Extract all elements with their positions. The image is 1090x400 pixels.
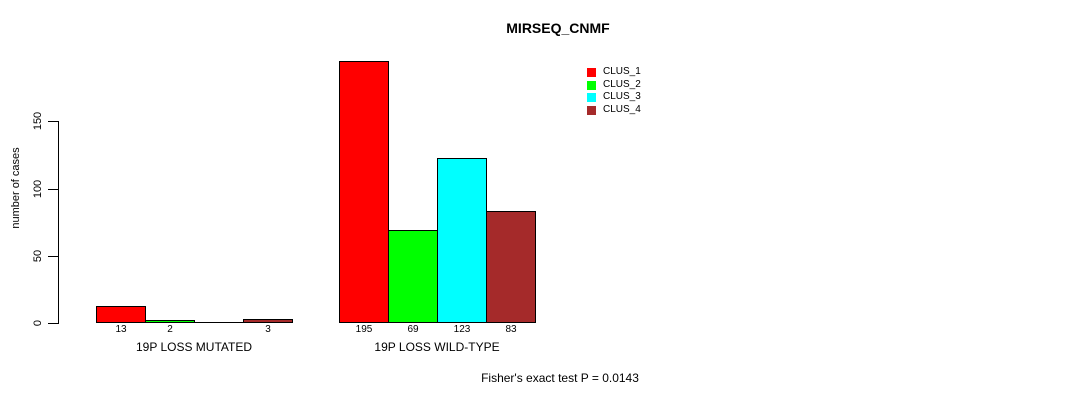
x-group-label-wild-type: 19P LOSS WILD-TYPE — [374, 340, 500, 354]
y-axis-tick-label: 50 — [32, 249, 44, 263]
legend-label: CLUS_3 — [603, 91, 641, 102]
legend-swatch-clus_3 — [587, 92, 596, 102]
bar-clus_4 — [486, 211, 536, 323]
legend-swatch-clus_4 — [587, 105, 596, 115]
bar-value-label: 195 — [355, 324, 373, 335]
bar-value-label: 83 — [505, 324, 517, 335]
y-axis-tick — [48, 256, 58, 257]
y-axis-tick — [48, 121, 58, 122]
legend-label: CLUS_1 — [603, 66, 641, 77]
y-axis-line — [58, 121, 59, 324]
legend-label: CLUS_2 — [603, 79, 641, 90]
bar-value-label: 3 — [265, 324, 271, 335]
bar-clus_1 — [96, 306, 146, 323]
bar-value-label: 123 — [453, 324, 471, 335]
legend-item-clus_4: CLUS_4 — [587, 104, 641, 116]
y-axis-tick — [48, 189, 58, 190]
chart-footer-note: Fisher's exact test P = 0.0143 — [481, 371, 639, 385]
legend-swatch-clus_1 — [587, 67, 596, 77]
legend-item-clus_1: CLUS_1 — [587, 66, 641, 78]
y-axis-tick-label: 150 — [32, 111, 44, 131]
bar-clus_2 — [145, 320, 195, 323]
bar-clus_3 — [194, 322, 244, 323]
bar-value-label: 2 — [167, 324, 173, 335]
bar-clus_1 — [339, 61, 389, 323]
legend-item-clus_3: CLUS_3 — [587, 91, 641, 103]
y-axis-tick-label: 100 — [32, 179, 44, 199]
y-axis-tick-label: 0 — [32, 319, 44, 327]
legend-swatch-clus_2 — [587, 80, 596, 90]
y-axis-tick — [48, 323, 58, 324]
chart-title: MIRSEQ_CNMF — [506, 20, 610, 36]
bar-value-label: 13 — [115, 324, 127, 335]
bar-clus_2 — [388, 230, 438, 323]
legend-label: CLUS_4 — [603, 104, 641, 115]
legend-item-clus_2: CLUS_2 — [587, 79, 641, 91]
bar-clus_3 — [437, 158, 487, 323]
x-group-label-mutated: 19P LOSS MUTATED — [135, 340, 253, 354]
bar-clus_4 — [243, 319, 293, 323]
bar-value-label: 69 — [407, 324, 419, 335]
